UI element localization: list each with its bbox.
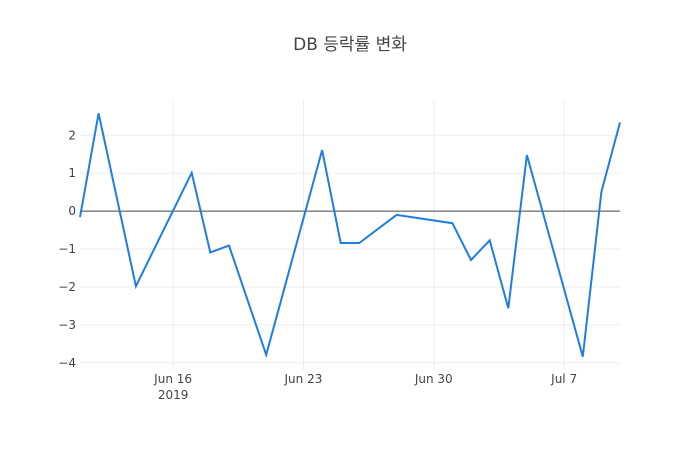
- line-series: [79, 113, 621, 359]
- y-tick-label: 2: [68, 128, 76, 142]
- chart-title: DB 등락률 변화: [293, 35, 407, 55]
- x-tick-label: Jun 30: [414, 372, 453, 386]
- y-tick-label: 0: [68, 204, 76, 218]
- x-tick-label: Jul 7: [550, 372, 577, 386]
- y-tick-label: −2: [58, 280, 76, 294]
- y-axis: 2 1 0 −1 −2 −3 −4: [58, 128, 76, 370]
- x-axis: Jun 16 2019 Jun 23 Jun 30 Jul 7: [153, 372, 577, 402]
- y-tick-label: −1: [58, 242, 76, 256]
- y-tick-label: 1: [68, 166, 76, 180]
- y-tick-label: −4: [58, 356, 76, 370]
- x-tick-label: Jun 23: [284, 372, 323, 386]
- data-series: [79, 113, 621, 359]
- x-tick-year-label: 2019: [158, 388, 189, 402]
- y-tick-label: −3: [58, 318, 76, 332]
- x-tick-label: Jun 16: [153, 372, 192, 386]
- gridlines: [80, 100, 620, 370]
